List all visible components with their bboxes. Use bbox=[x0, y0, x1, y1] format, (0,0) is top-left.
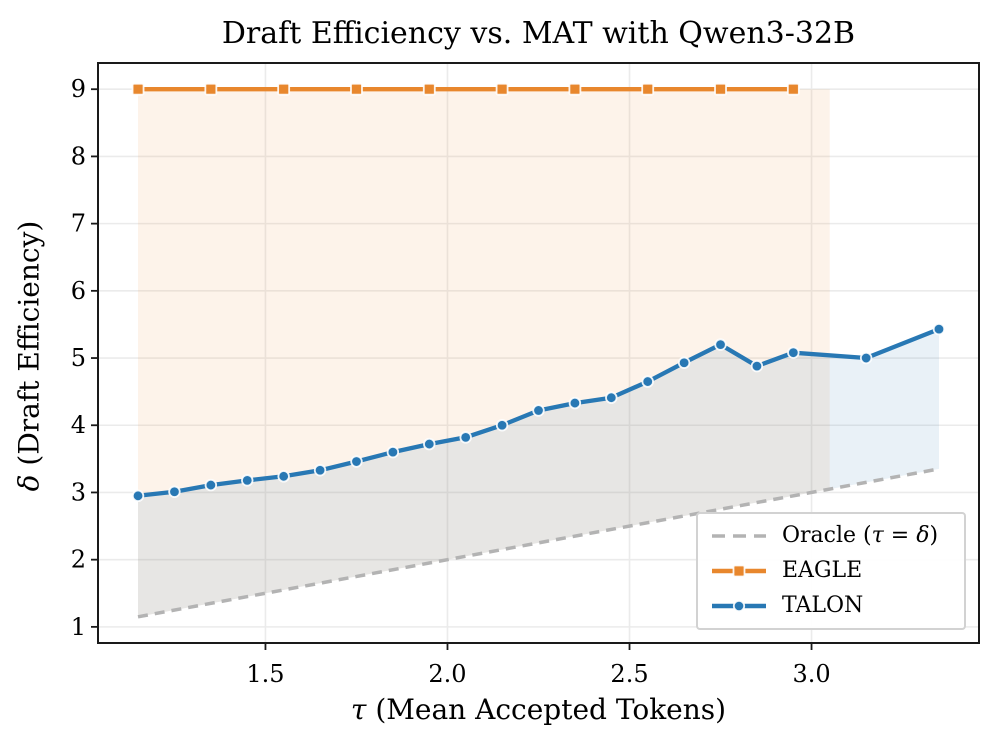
talon-marker-1 bbox=[168, 485, 181, 498]
eagle-marker-4 bbox=[422, 82, 436, 96]
talon-marker-12 bbox=[568, 396, 582, 410]
legend: Oracle (τ = δ) EAGLE TALON bbox=[696, 512, 966, 630]
plot-frame bbox=[97, 62, 980, 644]
legend-oracle-text: Oracle ( bbox=[782, 523, 872, 549]
y-tick-label-6: 6 bbox=[71, 277, 86, 305]
x-axis-label: τ (Mean Accepted Tokens) bbox=[98, 693, 979, 726]
talon-marker-17 bbox=[750, 359, 764, 373]
eagle-marker-0 bbox=[131, 82, 145, 96]
talon-sample-line bbox=[712, 599, 766, 612]
talon-sample-circle-marker bbox=[732, 599, 746, 612]
x-tick-label-2: 2.0 bbox=[428, 660, 466, 688]
legend-label-eagle: EAGLE bbox=[782, 557, 863, 583]
talon-marker-0 bbox=[131, 489, 145, 503]
x-tick-label-1.5: 1.5 bbox=[246, 660, 284, 688]
x-tick-label-3: 3.0 bbox=[792, 660, 830, 688]
eagle-sample-square-marker bbox=[732, 564, 746, 578]
x-axis-symbol: τ bbox=[350, 693, 367, 726]
fill-talon-region bbox=[138, 329, 939, 617]
y-axis-symbol: δ bbox=[12, 474, 46, 492]
talon-marker-7 bbox=[386, 445, 400, 459]
eagle-marker-3 bbox=[350, 82, 363, 96]
legend-label-talon: TALON bbox=[782, 592, 864, 618]
talon-marker-3 bbox=[241, 474, 254, 487]
eagle-marker-6 bbox=[568, 82, 582, 96]
fill-eagle-region bbox=[138, 89, 830, 617]
talon-marker-15 bbox=[677, 356, 691, 369]
y-tick-label-9: 9 bbox=[71, 75, 86, 103]
y-tick-label-8: 8 bbox=[71, 142, 86, 170]
eagle-sample-line bbox=[712, 564, 766, 578]
eagle-marker-7 bbox=[641, 82, 655, 96]
legend-oracle-equals: = bbox=[883, 523, 917, 549]
legend-oracle-tau: τ bbox=[871, 523, 884, 549]
x-axis-label-text: (Mean Accepted Tokens) bbox=[366, 693, 727, 726]
talon-marker-18 bbox=[787, 346, 800, 359]
eagle-marker-2 bbox=[277, 82, 291, 96]
y-tick-label-4: 4 bbox=[71, 411, 86, 439]
eagle-marker-8 bbox=[714, 82, 727, 96]
y-tick-label-7: 7 bbox=[71, 210, 86, 238]
oracle-sample-line bbox=[712, 534, 766, 539]
talon-marker-5 bbox=[313, 464, 327, 477]
talon-marker-16 bbox=[714, 338, 727, 351]
y-tick-label-5: 5 bbox=[71, 344, 86, 372]
legend-item-eagle: EAGLE bbox=[710, 557, 954, 583]
eagle-marker-5 bbox=[495, 82, 509, 96]
eagle-marker-1 bbox=[204, 82, 218, 96]
talon-marker-8 bbox=[423, 437, 436, 451]
x-tick-label-2.5: 2.5 bbox=[610, 660, 648, 688]
legend-oracle-delta: δ bbox=[916, 523, 930, 549]
talon-marker-6 bbox=[350, 455, 363, 468]
talon-marker-10 bbox=[495, 419, 509, 432]
eagle-marker-9 bbox=[786, 82, 800, 96]
y-tick-label-2: 2 bbox=[71, 546, 86, 574]
y-axis-label: δ (Draft Efficiency) bbox=[13, 221, 46, 492]
legend-oracle-paren: ) bbox=[929, 523, 939, 549]
legend-label-oracle: Oracle (τ = δ) bbox=[782, 525, 938, 547]
y-tick-label-3: 3 bbox=[71, 478, 86, 506]
y-tick-label-1: 1 bbox=[71, 613, 86, 641]
talon-marker-20 bbox=[932, 322, 946, 336]
talon-marker-2 bbox=[204, 478, 218, 492]
legend-item-talon: TALON bbox=[710, 592, 954, 618]
talon-marker-14 bbox=[641, 375, 654, 388]
talon-marker-4 bbox=[277, 470, 290, 483]
talon-marker-13 bbox=[605, 391, 618, 404]
talon-marker-11 bbox=[532, 404, 545, 417]
talon-marker-19 bbox=[859, 351, 873, 365]
y-axis-label-text: (Draft Efficiency) bbox=[12, 220, 46, 475]
talon-marker-9 bbox=[459, 431, 472, 444]
chart-title: Draft Efficiency vs. MAT with Qwen3-32B bbox=[221, 16, 856, 51]
legend-item-oracle: Oracle (τ = δ) bbox=[710, 525, 954, 547]
